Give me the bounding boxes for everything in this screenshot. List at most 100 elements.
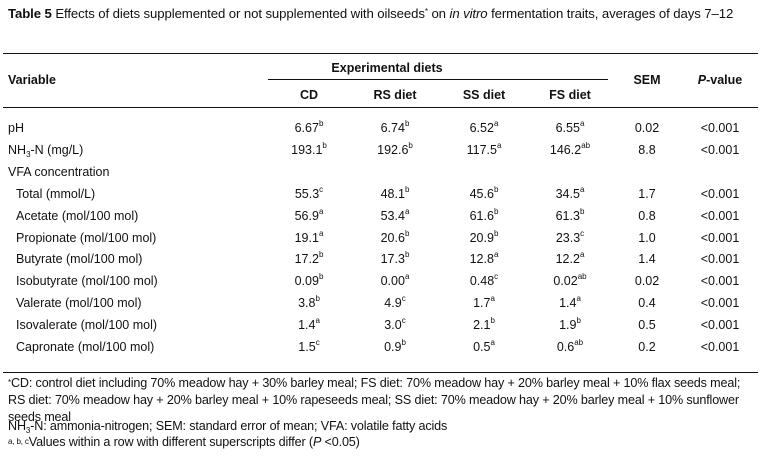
value-cell: 45.6b [440,184,528,201]
superscript: ab [574,338,584,347]
value: 0.5 [473,340,491,354]
value: 55.3 [294,186,320,201]
value-cell: 0.48c [440,272,528,289]
value: 193.1 [291,142,323,157]
pvalue-italic: P [697,73,707,87]
row-label: pH [8,121,24,135]
sem-cell: 1.7 [638,186,656,201]
value: 0.6 [556,340,575,354]
row-label-part: NH [8,142,27,157]
value: 0.09 [294,274,319,289]
superscript: a [490,338,495,347]
value: 6.55 [555,121,580,135]
value-cell: 6.52a [440,119,528,135]
row-label: Total (mmol/L) [16,186,96,201]
value: 12.2 [555,252,580,267]
value: 23.3 [555,230,581,245]
superscript: b [322,140,327,150]
superscript: b [404,184,410,194]
superscript: a [404,272,410,282]
superscript: a [404,206,410,216]
value-cell: 0.6ab [528,338,612,354]
abbr-pre: NH [8,419,26,433]
value-cell: 1.5c [268,338,350,354]
value: 1.7 [473,296,491,311]
value: 1.4 [298,318,316,333]
value: 61.3 [555,208,580,223]
header-variable: Variable [8,73,56,87]
pvalue-cell: <0.001 [700,252,740,267]
superscript: a [315,316,320,326]
value: 45.6 [469,186,494,201]
header-pvalue: P-value [682,73,758,87]
superscript: a [576,294,581,304]
sem-cell: 0.5 [638,318,656,333]
value-cell: 3.8b [268,294,350,310]
value: 6.74 [380,121,405,135]
value-cell: 3.0c [350,316,440,332]
footnote-significance: a, b, cValues within a row with differen… [8,434,758,451]
superscript: b [401,338,406,347]
header-col-fs: FS diet [549,88,591,102]
caption-italic: in vitro [449,6,488,21]
value-cell: 34.5a [528,185,612,201]
sig-end: <0.05) [321,435,360,449]
superscript: b [318,119,324,128]
value: 53.4 [380,208,405,223]
value-cell: 53.4a [350,206,440,223]
row-label: VFA concentration [8,164,110,179]
value-cell: 117.5a [440,141,528,157]
footnote-diets: *CD: control diet including 70% meadow h… [8,375,758,426]
value-cell: 1.9b [528,316,612,332]
value-cell: 193.1b [268,140,350,157]
value-cell: 146.2ab [528,141,612,157]
value-cell: 1.4a [268,316,350,333]
value-cell: 48.1b [350,184,440,201]
value-cell: 23.3c [528,228,612,245]
superscript: c [401,316,406,326]
caption-footnote-marker: * [424,7,428,16]
row-label-part: 3 [26,149,31,159]
row-label: Butyrate (mol/100 mol) [16,252,143,267]
value: 12.8 [469,252,494,267]
value: 0.9 [384,340,402,354]
superscript: c [494,272,499,282]
sem-cell: 1.0 [638,230,656,245]
sig-text: Values within a row with different super… [28,435,313,449]
header-bottom-rule [3,107,758,108]
value: 0.00 [380,274,405,289]
value: 17.3 [380,252,405,267]
value-cell: 1.4a [528,294,612,310]
superscript: b [490,316,495,326]
pvalue-cell: <0.001 [700,318,740,333]
value-cell: 2.1b [440,316,528,333]
sem-cell: 0.02 [634,274,660,289]
pvalue-cell: <0.001 [700,274,740,289]
value: 61.6 [469,208,494,223]
footer-rule [3,372,758,373]
superscript: b [318,272,324,282]
superscript: b [404,250,410,260]
value: 192.6 [377,142,409,157]
value: 117.5 [466,142,497,157]
value: 20.9 [469,230,494,245]
superscript: c [580,228,585,238]
header-col-cd: CD [299,88,319,102]
value: 2.1 [473,318,491,333]
superscript: b [318,250,324,260]
superscript: a [493,250,499,260]
superscript: a [318,228,324,238]
value-cell: 0.5a [440,338,528,354]
pvalue-cell: <0.001 [700,121,740,135]
row-label: Isobutyrate (mol/100 mol) [16,274,158,289]
superscript: ab [577,272,587,282]
value: 0.48 [469,274,495,289]
superscript: c [319,184,324,194]
superscript: b [493,184,499,194]
caption-text-end: fermentation traits, averages of days 7–… [487,6,734,21]
sem-cell: 0.02 [634,121,660,135]
header-group: Experimental diets [331,61,443,75]
pvalue-cell: <0.001 [700,230,740,245]
value-cell: 61.3b [528,207,612,223]
value: 48.1 [380,186,405,201]
